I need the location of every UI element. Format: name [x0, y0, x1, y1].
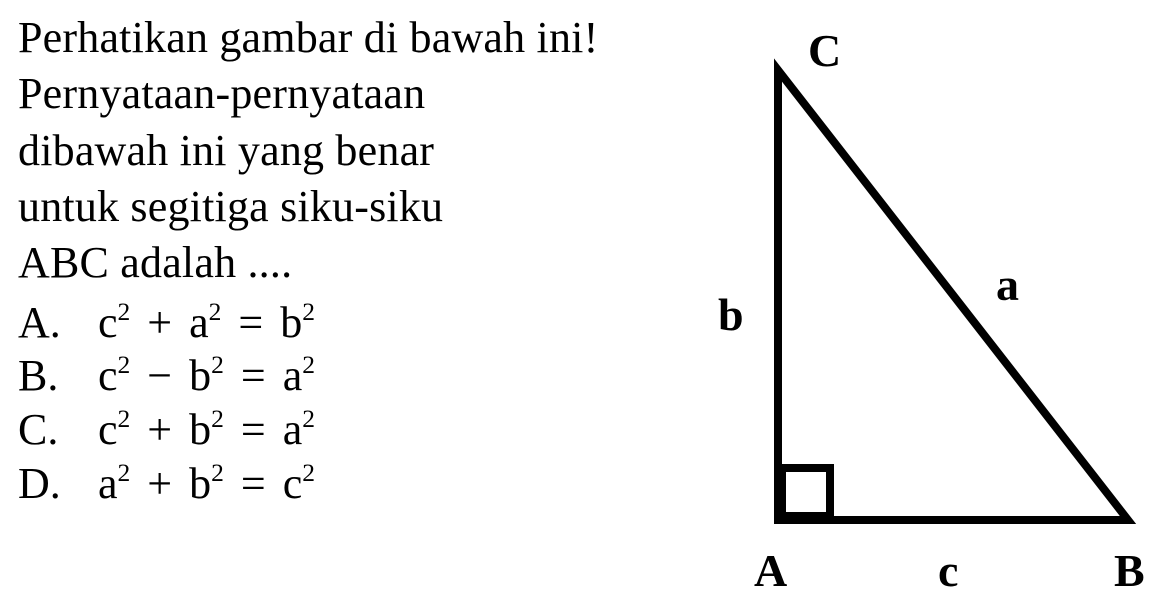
option-c-formula: c2 + b2 = a2: [98, 403, 315, 457]
option-d: D. a2 + b2 = c2: [18, 457, 658, 511]
svg-text:B: B: [1114, 545, 1145, 596]
term: c: [98, 298, 118, 347]
exp: 2: [211, 404, 224, 433]
page-root: Perhatikan gambar di bawah ini! Pernyata…: [0, 0, 1163, 609]
option-b: B. c2 − b2 = a2: [18, 349, 658, 403]
term: b: [280, 298, 302, 347]
question-line-1: Perhatikan gambar di bawah ini!: [18, 10, 658, 66]
option-b-letter: B.: [18, 349, 98, 403]
svg-text:b: b: [718, 289, 744, 340]
option-a: A. c2 + a2 = b2: [18, 296, 658, 350]
question-line-5: ABC adalah ....: [18, 235, 658, 291]
triangle-figure: Cb a Ac B: [658, 30, 1163, 610]
exp: 2: [211, 458, 224, 487]
exp: 2: [209, 297, 222, 326]
option-d-letter: D.: [18, 457, 98, 511]
term: a: [189, 298, 209, 347]
equals: =: [235, 349, 272, 403]
exp: 2: [302, 350, 315, 379]
operator: −: [141, 349, 178, 403]
option-a-letter: A.: [18, 296, 98, 350]
text-column: Perhatikan gambar di bawah ini! Pernyata…: [18, 10, 658, 599]
question-line-3: dibawah ini yang benar: [18, 123, 658, 179]
option-b-formula: c2 − b2 = a2: [98, 349, 315, 403]
svg-text:c: c: [938, 545, 958, 596]
question-line-2: Pernyataan-pernyataan: [18, 66, 658, 122]
option-c-letter: C.: [18, 403, 98, 457]
svg-text:A: A: [754, 545, 787, 596]
exp: 2: [118, 458, 131, 487]
term: b: [189, 405, 211, 454]
options-list: A. c2 + a2 = b2 B. c2 − b2 = a2: [18, 296, 658, 511]
term: c: [283, 459, 303, 508]
svg-text:C: C: [808, 30, 841, 76]
operator: +: [141, 457, 178, 511]
term: a: [283, 351, 303, 400]
term: a: [98, 459, 118, 508]
operator: +: [141, 296, 178, 350]
equals: =: [235, 457, 272, 511]
question-line-4: untuk segitiga siku-siku: [18, 179, 658, 235]
svg-text:a: a: [996, 259, 1019, 310]
exp: 2: [211, 350, 224, 379]
term: b: [189, 351, 211, 400]
equals: =: [232, 296, 269, 350]
exp: 2: [118, 404, 131, 433]
exp: 2: [302, 458, 315, 487]
figure-column: Cb a Ac B: [658, 10, 1145, 599]
term: c: [98, 351, 118, 400]
option-c: C. c2 + b2 = a2: [18, 403, 658, 457]
exp: 2: [302, 297, 315, 326]
equals: =: [235, 403, 272, 457]
option-d-formula: a2 + b2 = c2: [98, 457, 315, 511]
term: b: [189, 459, 211, 508]
exp: 2: [118, 350, 131, 379]
option-a-formula: c2 + a2 = b2: [98, 296, 315, 350]
term: a: [283, 405, 303, 454]
term: c: [98, 405, 118, 454]
exp: 2: [118, 297, 131, 326]
operator: +: [141, 403, 178, 457]
exp: 2: [302, 404, 315, 433]
